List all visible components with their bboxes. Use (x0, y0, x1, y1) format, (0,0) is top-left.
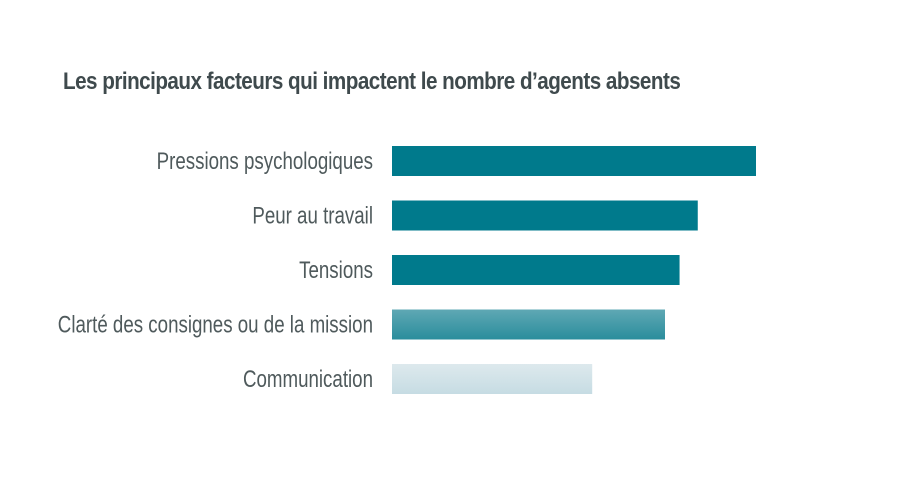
bar-2 (392, 200, 698, 231)
category-label-5: Communication (243, 366, 373, 393)
category-label-3: Tensions (299, 257, 373, 284)
bar-5 (392, 364, 593, 394)
category-label-4: Clarté des consignes ou de la mission (58, 311, 373, 338)
category-label-2: Peur au travail (252, 202, 373, 229)
category-labels: Pressions psychologiques Peur au travail T… (58, 148, 373, 393)
bar-4 (392, 309, 665, 340)
bar-1 (392, 146, 756, 176)
bar-series (392, 146, 756, 394)
chart-title: Les principaux facteurs qui impactent le… (63, 68, 681, 95)
category-label-1: Pressions psychologiques (157, 148, 373, 175)
bar-3 (392, 255, 680, 285)
